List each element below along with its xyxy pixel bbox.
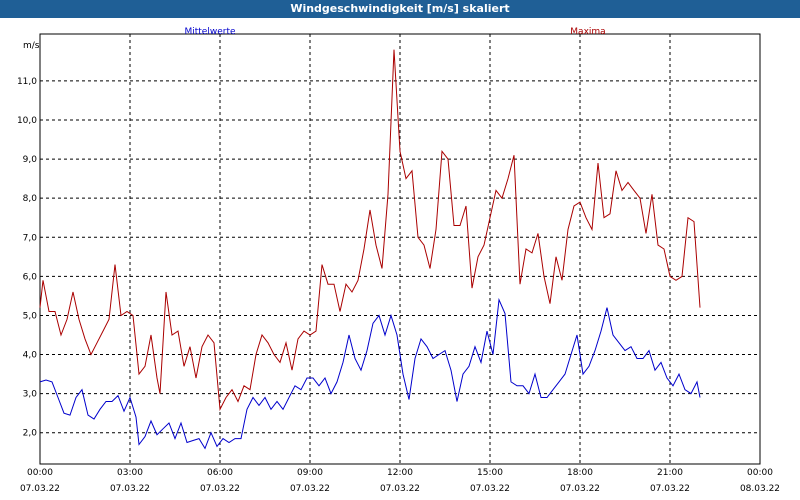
y-tick-label: 10,0 [17, 116, 37, 126]
x-tick-date: 08.03.22 [740, 484, 780, 494]
x-tick-date: 07.03.22 [380, 484, 420, 494]
plot-frame [39, 33, 761, 465]
y-tick-label: 4,0 [23, 351, 38, 361]
y-tick-label: 9,0 [23, 155, 38, 165]
x-tick-time: 03:00 [117, 468, 143, 478]
series-line-maxima [39, 49, 701, 412]
y-unit-label: m/s [23, 41, 40, 51]
x-tick-date: 07.03.22 [470, 484, 510, 494]
x-axis-ticks: 00:00 07.03.22 03:00 07.03.22 06:00 07.03.22 0… [20, 468, 780, 494]
x-tick-time: 00:00 [27, 468, 53, 478]
x-tick-date: 07.03.22 [290, 484, 330, 494]
legend-mittelwerte: Mittelwerte [184, 27, 235, 37]
series [39, 49, 701, 450]
y-tick-label: 8,0 [23, 194, 38, 204]
legend: Mittelwerte Maxima [184, 27, 605, 37]
plot-border [39, 33, 761, 465]
window-title: Windgeschwindigkeit [m/s] skaliert [0, 0, 800, 18]
x-tick-time: 12:00 [387, 468, 413, 478]
x-tick-time: 21:00 [657, 468, 683, 478]
y-tick-label: 3,0 [23, 390, 38, 400]
grid [40, 34, 760, 464]
x-tick-date: 07.03.22 [650, 484, 690, 494]
wind-speed-chart: 2,0 3,0 4,0 5,0 6,0 7,0 8,0 9,0 10,0 11,0 00:00 07… [17, 27, 780, 494]
y-tick-label: 6,0 [23, 272, 38, 282]
y-axis-ticks: 2,0 3,0 4,0 5,0 6,0 7,0 8,0 9,0 10,0 11,0 [17, 77, 37, 439]
x-tick-time: 15:00 [477, 468, 503, 478]
series-line-mittelwerte [39, 297, 701, 450]
y-tick-label: 11,0 [17, 77, 37, 87]
legend-maxima: Maxima [570, 27, 605, 37]
x-tick-date: 07.03.22 [200, 484, 240, 494]
x-tick-date: 07.03.22 [560, 484, 600, 494]
y-tick-label: 5,0 [23, 311, 38, 321]
y-tick-label: 2,0 [23, 429, 38, 439]
x-tick-time: 09:00 [297, 468, 323, 478]
x-tick-time: 00:00 [747, 468, 773, 478]
x-tick-date: 07.03.22 [110, 484, 150, 494]
x-tick-time: 06:00 [207, 468, 233, 478]
x-tick-time: 18:00 [567, 468, 593, 478]
y-tick-label: 7,0 [23, 233, 38, 243]
x-tick-date: 07.03.22 [20, 484, 60, 494]
